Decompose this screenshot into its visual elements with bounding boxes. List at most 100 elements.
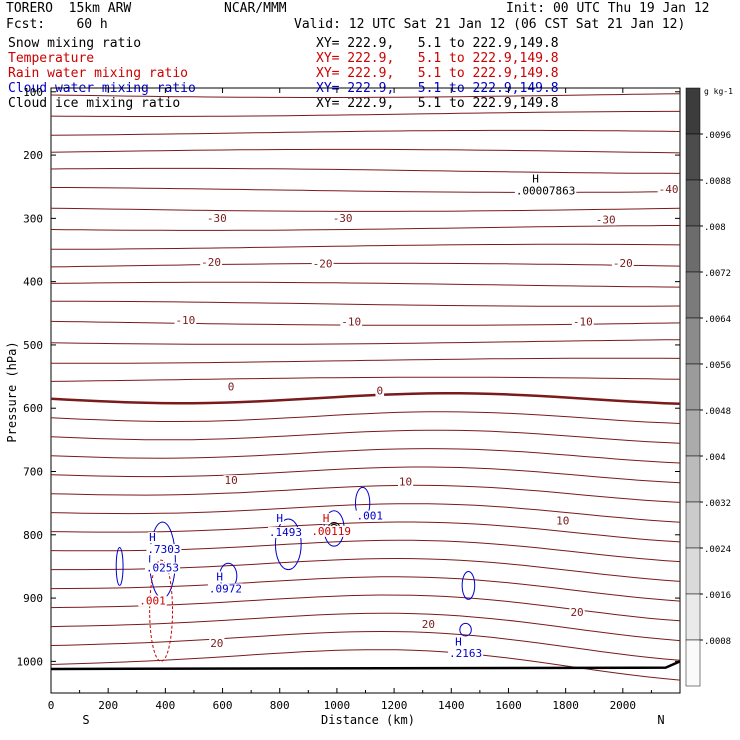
cloud-water-label-bg — [207, 583, 243, 595]
field-cloudice-label: Cloud ice mixing ratio — [8, 96, 181, 111]
colorbar-unit: g kg-1 — [704, 87, 733, 96]
rain-label: H — [323, 512, 330, 525]
cloud-water-label: H — [149, 531, 156, 544]
temperature-label: -30 — [333, 212, 353, 225]
field-cloudice-xy: XY= 222.9, 5.1 to 222.9,149.8 — [316, 96, 559, 111]
cloud-water-label: H — [276, 512, 283, 525]
temperature-label: -10 — [573, 315, 593, 328]
colorbar-segment — [685, 501, 701, 549]
isotherm — [50, 148, 681, 154]
cloud-water-label: .7303 — [147, 543, 180, 556]
x-tick-label: 1800 — [552, 699, 579, 712]
y-axis-title: Pressure (hPa) — [5, 341, 19, 442]
y-tick-label: 200 — [23, 149, 43, 162]
colorbar-label: .008 — [704, 223, 726, 233]
colorbar-label: .004 — [704, 453, 726, 463]
temperature-label-bg — [200, 256, 223, 268]
isotherm — [51, 300, 681, 307]
x-tick-label: 600 — [213, 699, 233, 712]
isotherm — [50, 429, 681, 444]
y-tick-label: 900 — [23, 592, 43, 605]
isotherm — [50, 448, 681, 464]
rain-label: .00119 — [311, 525, 351, 538]
colorbar-segment — [685, 409, 701, 457]
cloud-water-label-bg — [145, 562, 181, 574]
cloud-water-label-bg — [275, 513, 285, 525]
colorbar-segment — [685, 133, 701, 181]
temperature-label-bg — [223, 475, 239, 487]
mixing-ratio-contour — [115, 546, 124, 586]
cloud-water-label-bg — [267, 527, 303, 539]
colorbar-segment — [685, 639, 701, 687]
snow-label: H — [532, 172, 539, 185]
x-tick-label: 400 — [155, 699, 175, 712]
isotherm — [50, 281, 681, 288]
isotherm — [50, 207, 681, 212]
isotherm — [51, 243, 681, 250]
init-time: Init: 00 UTC Thu 19 Jan 12 — [506, 1, 710, 16]
isotherm — [50, 411, 681, 424]
temperature-label-bg — [226, 381, 236, 393]
temperature-label: -10 — [341, 315, 361, 328]
isotherm — [50, 630, 681, 661]
cloud-water-label-bg — [454, 636, 463, 648]
colorbar-segment — [685, 455, 701, 503]
temperature-label-bg — [174, 315, 197, 327]
isotherm — [51, 187, 681, 193]
snow-label-bg — [514, 185, 577, 197]
isotherm — [50, 93, 681, 98]
cloud-water-label: .0972 — [209, 582, 242, 595]
colorbar-segment — [685, 363, 701, 411]
colorbar-label: .0072 — [704, 269, 731, 279]
x-tick-label: 0 — [48, 699, 55, 712]
isotherm — [50, 612, 681, 642]
isotherm — [50, 521, 681, 543]
cloud-water-label: H — [216, 570, 223, 583]
isotherm — [50, 484, 681, 503]
isotherm — [50, 167, 681, 174]
cloud-water-label: .2163 — [449, 647, 482, 660]
colorbar-label: .0008 — [704, 637, 731, 647]
field-snow-xy: XY= 222.9, 5.1 to 222.9,149.8 — [316, 36, 559, 51]
surface-pressure-line — [50, 660, 681, 671]
isotherm — [50, 376, 681, 382]
y-tick-label: 100 — [23, 86, 43, 99]
temperature-label: 0 — [228, 381, 235, 394]
cloud-water-label: .0253 — [146, 561, 179, 574]
x-axis-title: Distance (km) — [321, 713, 415, 727]
cloud-water-label: .1493 — [269, 526, 302, 539]
temperature-label-bg — [594, 214, 617, 226]
field-temperature-xy: XY= 222.9, 5.1 to 222.9,149.8 — [316, 51, 559, 66]
colorbar-label: .0048 — [704, 407, 731, 417]
model-title: TORERO 15km ARW — [6, 1, 132, 16]
temperature-label: 0 — [376, 384, 383, 397]
colorbar-segment — [685, 87, 701, 135]
temperature-label: -30 — [207, 212, 227, 225]
colorbar-segment — [685, 179, 701, 227]
mixing-ratio-contour — [149, 559, 174, 662]
colorbar-segment — [685, 225, 701, 273]
y-tick-label: 800 — [23, 529, 43, 542]
temperature-label-bg — [311, 258, 334, 270]
cloud-water-label-bg — [448, 647, 484, 659]
mixing-ratio-contour — [461, 570, 476, 600]
field-temperature-label: Temperature — [8, 51, 95, 66]
temperature-label-bg — [555, 515, 571, 527]
isotherm — [50, 339, 681, 345]
temperature-label: -30 — [596, 213, 616, 226]
temperature-label-bg — [375, 385, 385, 397]
isotherm — [50, 466, 681, 484]
north-end-label: N — [657, 713, 664, 727]
colorbar-label: .0064 — [704, 315, 731, 325]
x-tick-label: 2000 — [610, 699, 637, 712]
x-tick-label: 1000 — [324, 699, 351, 712]
temperature-label-bg — [331, 213, 354, 225]
temperature-label-bg — [420, 618, 436, 630]
temperature-label: 20 — [422, 618, 435, 631]
isotherm — [50, 225, 680, 231]
isotherm — [50, 392, 681, 405]
colorbar-segment — [685, 593, 701, 641]
temperature-label: -20 — [313, 258, 333, 271]
